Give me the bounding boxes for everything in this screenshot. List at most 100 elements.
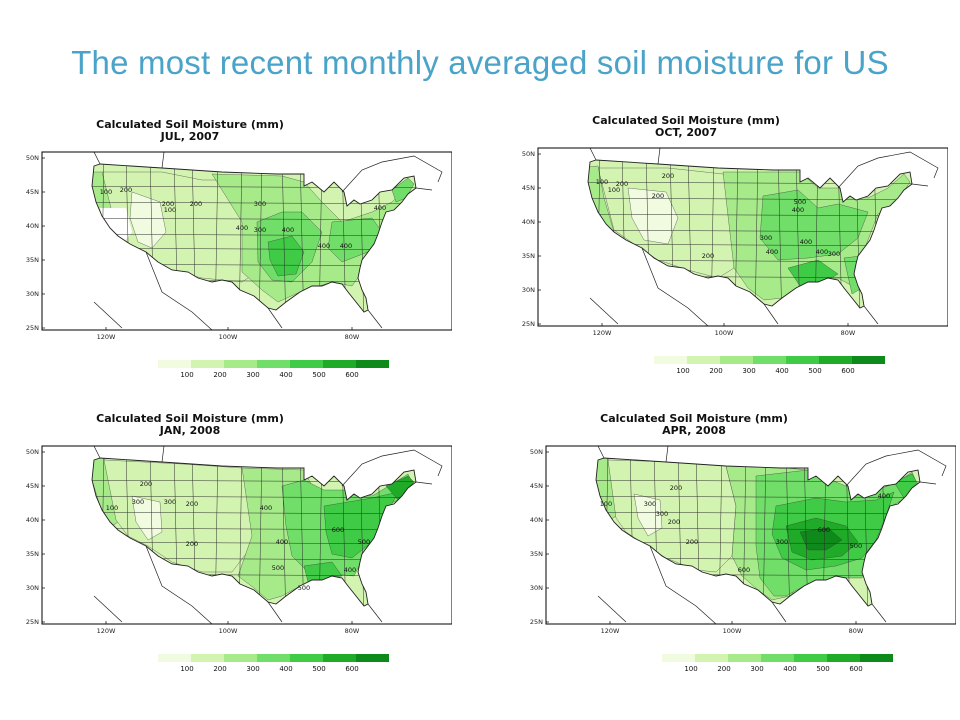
latitude-tick: 30N xyxy=(522,286,535,294)
latitude-tick: 30N xyxy=(530,584,543,592)
legend-label: 500 xyxy=(312,665,325,673)
color-legend: 100 200 300 400 500 600 xyxy=(158,654,389,673)
latitude-tick: 45N xyxy=(26,188,39,196)
contour-label: 400 xyxy=(276,538,288,546)
legend-swatch xyxy=(257,360,290,368)
neighbor-borders xyxy=(589,147,939,327)
longitude-tick: 120W xyxy=(593,329,612,337)
contour-label: 300 xyxy=(254,226,266,234)
legend-swatch xyxy=(794,654,827,662)
legend-swatch xyxy=(191,360,224,368)
no-data-region xyxy=(100,208,132,244)
contour-label: 400 xyxy=(282,226,294,234)
contour-label: 100 xyxy=(106,504,118,512)
contour-label: 200 xyxy=(616,180,628,188)
legend-label: 300 xyxy=(246,371,259,379)
longitude-tick: 100W xyxy=(723,627,742,635)
contour-label: 400 xyxy=(374,204,386,212)
contour-label: 500 xyxy=(358,538,370,546)
map-panel-apr-2008: Calculated Soil Moisture (mm) APR, 2008 10… xyxy=(516,408,956,678)
longitude-tick: 80W xyxy=(345,627,360,635)
contour-label: 600 xyxy=(738,566,750,574)
legend-swatch xyxy=(323,360,356,368)
neighbor-borders xyxy=(597,445,947,625)
longitude-tick: 100W xyxy=(715,329,734,337)
legend-label: 400 xyxy=(279,665,292,673)
contour-label: 400 xyxy=(792,206,804,214)
contour-label: 200 xyxy=(662,172,674,180)
latitude-tick: 35N xyxy=(530,550,543,558)
legend-swatch xyxy=(158,360,191,368)
moisture-region xyxy=(391,177,415,203)
legend-label: 100 xyxy=(180,665,193,673)
legend-swatch xyxy=(753,356,786,364)
legend-swatch xyxy=(860,654,893,662)
legend-label: 300 xyxy=(750,665,763,673)
contour-label: 200 xyxy=(120,186,132,194)
legend-label: 200 xyxy=(709,367,722,375)
legend-label: 400 xyxy=(783,665,796,673)
latitude-tick: 30N xyxy=(26,584,39,592)
latitude-tick: 35N xyxy=(26,550,39,558)
latitude-tick: 25N xyxy=(530,618,543,626)
longitude-tick: 120W xyxy=(97,627,116,635)
longitude-tick: 100W xyxy=(219,333,238,341)
legend-label: 500 xyxy=(312,371,325,379)
latitude-tick: 25N xyxy=(522,320,535,328)
legend-swatch xyxy=(852,356,885,364)
contour-label: 300 xyxy=(254,200,266,208)
moisture-region xyxy=(103,459,258,573)
latitude-tick: 50N xyxy=(26,154,39,162)
soil-moisture-map: Calculated Soil Moisture (mm)OCT, 2007 10… xyxy=(522,114,948,375)
contour-label: 400 xyxy=(766,248,778,256)
legend-label: 600 xyxy=(849,665,862,673)
longitude-tick: 80W xyxy=(345,333,360,341)
legend-swatch xyxy=(819,356,852,364)
contour-label: 500 xyxy=(850,542,862,550)
map-panel-jul-2007: Calculated Soil Moisture (mm) JUL, 2007 10… xyxy=(12,114,452,384)
contour-label: 400 xyxy=(236,224,248,232)
legend-label: 500 xyxy=(816,665,829,673)
contour-label: 200 xyxy=(140,480,152,488)
coastline xyxy=(595,457,921,607)
contour-label: 100 xyxy=(100,188,112,196)
map-frame xyxy=(41,151,452,331)
legend-label: 600 xyxy=(345,371,358,379)
legend-swatch xyxy=(761,654,794,662)
contour-label: 400 xyxy=(340,242,352,250)
map-title: Calculated Soil Moisture (mm) xyxy=(600,412,788,425)
slide-title: The most recent monthly averaged soil mo… xyxy=(71,44,889,81)
latitude-tick: 50N xyxy=(530,448,543,456)
moisture-region xyxy=(633,493,663,537)
latitude-tick: 40N xyxy=(522,218,535,226)
legend-swatch xyxy=(720,356,753,364)
legend-swatch xyxy=(224,360,257,368)
latitude-tick: 40N xyxy=(530,516,543,524)
contour-label: 300 xyxy=(644,500,656,508)
contour-label: 200 xyxy=(652,192,664,200)
contour-label: 500 xyxy=(298,584,310,592)
longitude-tick: 80W xyxy=(841,329,856,337)
moisture-region xyxy=(627,187,679,245)
latitude-tick: 35N xyxy=(26,256,39,264)
legend-label: 200 xyxy=(717,665,730,673)
latitude-tick: 30N xyxy=(26,290,39,298)
latitude-tick: 40N xyxy=(26,222,39,230)
latitude-tick: 45N xyxy=(26,482,39,490)
contour-label: 200 xyxy=(668,518,680,526)
legend-label: 300 xyxy=(742,367,755,375)
legend-swatch xyxy=(827,654,860,662)
contour-label: 400 xyxy=(816,248,828,256)
legend-label: 600 xyxy=(345,665,358,673)
map-date: JUL, 2007 xyxy=(160,130,220,143)
soil-moisture-map: Calculated Soil Moisture (mm)JAN, 2008 20… xyxy=(26,412,452,673)
contour-label: 200 xyxy=(702,252,714,260)
legend-swatch xyxy=(290,360,323,368)
contour-label: 100 xyxy=(164,206,176,214)
coastline xyxy=(91,457,417,607)
contour-label: 400 xyxy=(344,566,356,574)
longitude-tick: 100W xyxy=(219,627,238,635)
longitude-tick: 80W xyxy=(849,627,864,635)
legend-swatch xyxy=(695,654,728,662)
contour-label: 200 xyxy=(162,200,174,208)
